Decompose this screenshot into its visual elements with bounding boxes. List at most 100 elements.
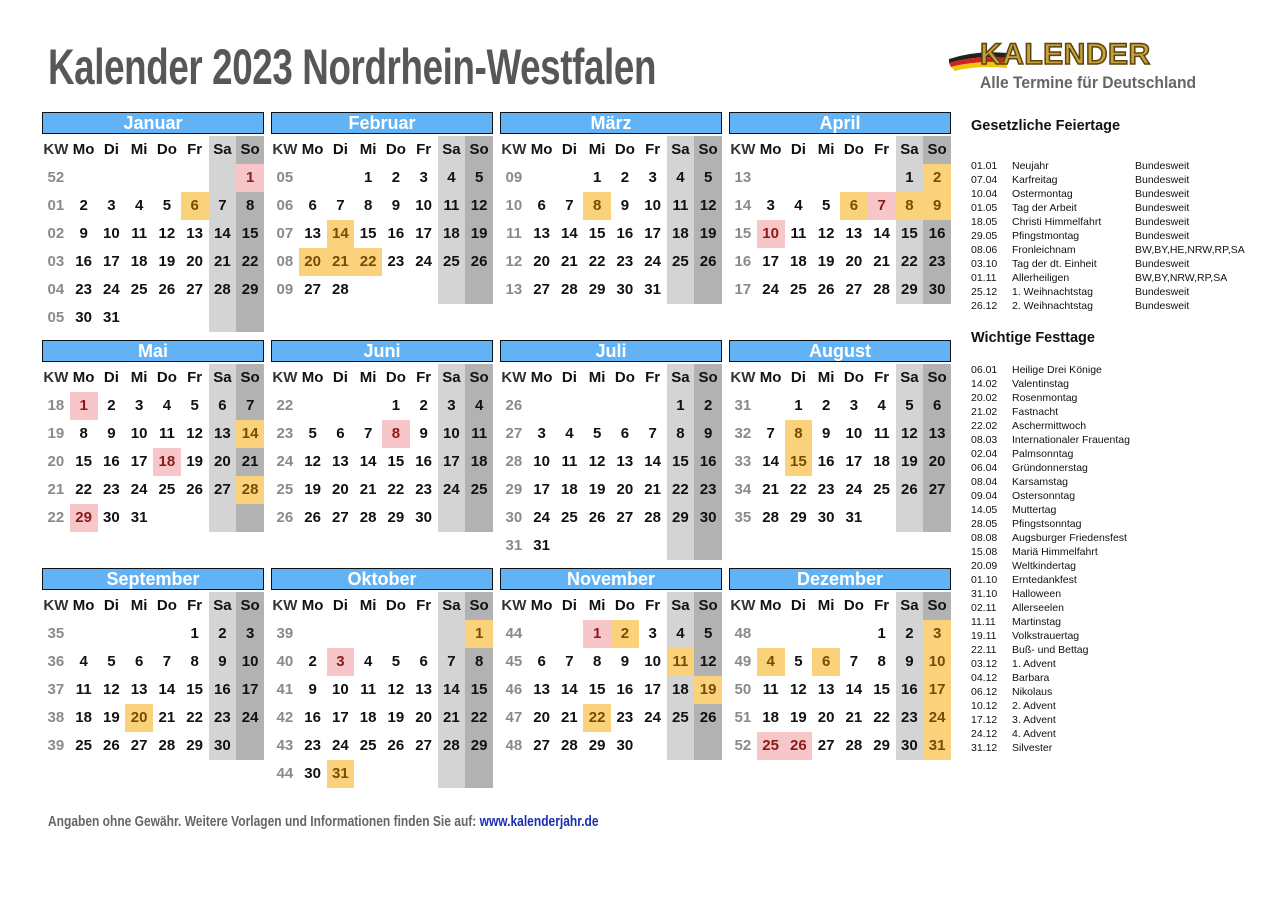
week-number: 20 [47,453,65,470]
day-cell [785,164,813,192]
week-number: 37 [47,681,65,698]
month-header: Mai [42,340,264,362]
day-cell: 14 [158,681,176,698]
month-header: Juni [271,340,493,362]
day-cell: 2 [391,169,401,186]
weekday-label: Fr [187,597,203,614]
weekday-label: Fr [645,597,661,614]
weekday-label: Sa [666,136,695,164]
weekday-label: Fr [187,369,203,386]
day-cell: 26 [304,509,321,526]
day-cell: 26 [158,281,176,298]
weekday-label: Fr [416,597,432,614]
day-cell: 8 [666,420,695,448]
day-cell: 6 [208,392,237,420]
day-cell: 17 [644,681,661,698]
week-row: 47 20 21 22 23 24 25 26 [500,704,722,732]
week-number: 48 [734,625,752,642]
day-cell: 5 [895,392,924,420]
day-cell: 8 [190,653,199,670]
day-cell: 5 [107,653,116,670]
day-cell: 29 [895,276,924,304]
weekday-label: Sa [666,364,695,392]
day-cell: 7 [648,425,657,442]
month-header: Januar [42,112,264,134]
day-cell: 12 [465,192,493,220]
week-row: 02 9 10 11 12 13 14 15 [42,220,264,248]
month-märz: März KW Mo Di Mi Do Fr Sa So 09 1 2 3 4 5 10 6 7 8 9 10 11 12 1… [500,112,722,304]
festtag-day-cell: 19 [694,676,722,704]
week-number: 22 [47,509,65,526]
day-cell: 12 [158,225,176,242]
weekday-label: Fr [874,141,890,158]
day-cell: 8 [592,653,602,670]
day-cell: 13 [533,681,550,698]
month-grid: KW Mo Di Mi Do Fr Sa So 09 1 2 3 4 5 10 6 7 8 9 10 11 12 11 13 1… [500,136,722,304]
week-row: 31 1 2 3 4 5 6 [729,392,951,420]
holiday-day-cell: 29 [69,504,98,532]
day-cell: 8 [877,653,886,670]
week-row: 18 1 2 3 4 5 6 7 [42,392,264,420]
day-cell: 15 [588,225,606,242]
item-region: Bundesweit [1135,216,1190,228]
weekday-label: Mo [530,369,553,386]
festtag-day-cell: 31 [326,760,355,788]
weekday-label: Mo [530,141,553,158]
weekday-label: Mo [301,597,324,614]
item-region: Bundesweit [1135,188,1190,200]
day-cell: 17 [103,253,120,270]
weekday-label: Sa [437,592,466,620]
weekday-label: Mi [130,141,148,158]
item-name: 1. Weihnachtstag [1012,286,1093,298]
festtag-day-cell: 14 [236,420,264,448]
day-cell [208,164,237,192]
week-number: 19 [47,425,65,442]
week-row: 44 30 31 [271,760,493,788]
day-cell: 16 [415,453,432,470]
day-cell: 7 [565,653,574,670]
day-cell: 5 [391,653,401,670]
weekday-label: Fr [416,141,432,158]
day-cell: 11 [873,425,890,442]
week-row: 03 16 17 18 19 20 21 22 [42,248,264,276]
weekday-label: Mi [588,597,606,614]
day-cell: 16 [103,453,120,470]
item-date: 26.12 [971,300,998,312]
week-row: 37 11 12 13 14 15 16 17 [42,676,264,704]
week-row: 44 1 2 3 4 5 [500,620,722,648]
day-cell: 3 [648,625,657,642]
week-number: 21 [47,481,65,498]
week-row: 11 13 14 15 16 17 18 19 [500,220,722,248]
day-cell [868,164,896,192]
footer-link[interactable]: www.kalenderjahr.de [479,813,599,830]
day-cell: 22 [790,481,807,498]
item-date: 09.04 [971,490,998,502]
month-header: Februar [271,112,493,134]
week-number: 40 [276,653,294,670]
week-row: 22 1 2 3 4 [271,392,493,420]
day-cell: 28 [561,737,578,754]
day-cell: 18 [666,220,695,248]
day-cell: 2 [308,653,317,670]
day-cell: 30 [75,309,92,326]
week-number: 26 [505,397,523,414]
month-grid: KW Mo Di Mi Do Fr Sa So 52 1 01 2 3 4 5 6 7 8 02 9 10 11 12 13 1… [42,136,264,332]
week-row: 30 24 25 26 27 28 29 30 [500,504,722,532]
item-date: 21.02 [971,406,998,418]
item-date: 08.08 [971,532,998,544]
weekday-label: Sa [895,136,924,164]
weekday-label: Di [561,141,577,158]
day-cell: 19 [817,253,835,270]
day-cell: 3 [849,397,859,414]
item-region: Bundesweit [1135,230,1190,242]
week-row: 39 25 26 27 28 29 30 [42,732,264,760]
day-cell: 19 [387,709,405,726]
item-name: Augsburger Friedensfest [1012,532,1127,544]
day-cell: 23 [208,704,237,732]
day-cell: 27 [923,476,951,504]
week-number: 51 [734,709,752,726]
day-cell: 21 [158,709,176,726]
week-number: 35 [47,625,65,642]
item-date: 06.01 [971,364,998,376]
day-cell [98,620,126,648]
